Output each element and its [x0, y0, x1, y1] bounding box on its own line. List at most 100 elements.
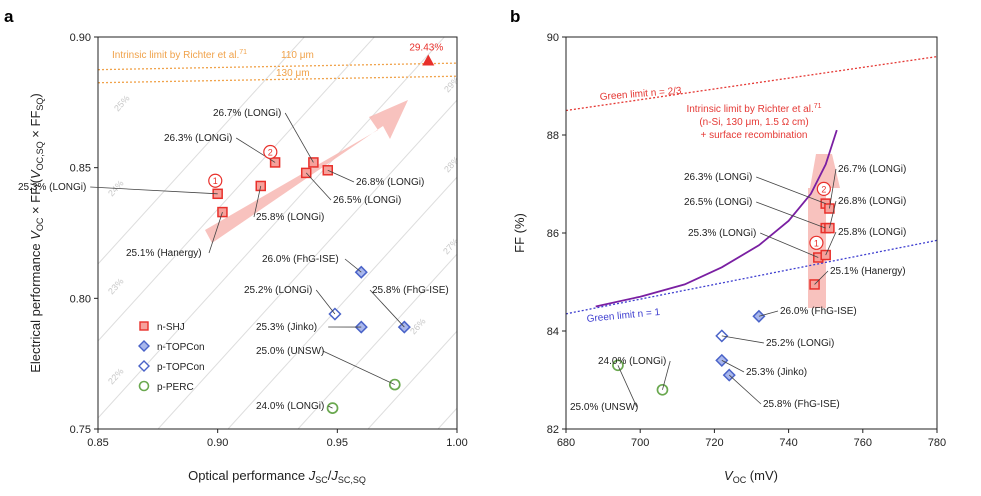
- iso-efficiency-lines: 22%23%24%25%26%27%28%29%: [98, 0, 908, 429]
- limit-point-label: 29.43%: [409, 43, 443, 54]
- point-label: 24.0% (LONGi): [598, 356, 666, 367]
- point-label: 26.7% (LONGi): [838, 164, 906, 175]
- x-tick-label-a: 1.00: [446, 437, 467, 449]
- legend-a: n-SHJ n-TOPCon p-TOPCon p-PERC: [138, 321, 205, 393]
- label-leader-line: [728, 374, 762, 405]
- y-tick-label-b: 84: [547, 326, 559, 338]
- label-leader-line: [253, 185, 262, 218]
- circled-marker: [208, 173, 223, 188]
- label-leader-line: [327, 169, 355, 183]
- limit-point-triangle: [422, 54, 435, 66]
- point-label: 26.0% (FhG-ISE): [262, 254, 339, 265]
- intrinsic-curve-label-line3: + surface recombination: [700, 130, 807, 141]
- iso-efficiency-label: 29%: [442, 74, 461, 94]
- iso-efficiency-label: 22%: [106, 366, 125, 386]
- intrinsic-curve-label-line1: Intrinsic limit by Richter et al.71: [686, 103, 821, 115]
- iso-efficiency-label: 28%: [442, 154, 461, 174]
- intrinsic-limit-curve: [595, 129, 838, 308]
- legend-label-n-shj: n-SHJ: [157, 322, 185, 333]
- x-tick-label-a: 0.90: [207, 437, 228, 449]
- iso-efficiency-line: [508, 0, 908, 429]
- point-label: 25.0% (UNSW): [570, 402, 638, 413]
- y-axis-label-b: FF (%): [512, 213, 527, 253]
- x-tick-label-b: 780: [928, 437, 946, 449]
- legend-circle-marker: [138, 380, 150, 392]
- x-tick-label-b: 700: [631, 437, 649, 449]
- circled-marker-number: 2: [268, 147, 273, 157]
- intrinsic-130-label: 130 μm: [276, 68, 310, 79]
- y-tick-label-b: 90: [547, 32, 559, 44]
- label-leader-line: [208, 211, 223, 254]
- point-labels-a: 29.43% 25.3% (LONGi) 25.1% (Hanergy) 25.8% …: [18, 43, 449, 412]
- point-label: 26.5% (LONGi): [684, 197, 752, 208]
- point-label: 25.3% (LONGi): [18, 182, 86, 193]
- green-limit-bottom-line: [566, 239, 937, 315]
- circled-marker: [263, 144, 278, 160]
- point-label: 25.2% (LONGi): [244, 285, 312, 296]
- point-label: 26.5% (LONGi): [333, 195, 401, 206]
- label-leader-line: [344, 258, 362, 273]
- x-tick-label-b: 740: [779, 437, 797, 449]
- point-label: 26.3% (LONGi): [164, 133, 232, 144]
- y-tick-label-b: 86: [547, 228, 559, 240]
- point-label: 25.3% (Jinko): [746, 367, 807, 378]
- y-tick-label-a: 0.90: [70, 32, 91, 44]
- point-label: 26.8% (LONGi): [838, 196, 906, 207]
- x-axis-label-b: VOC (mV): [724, 468, 778, 485]
- point-label: 25.0% (UNSW): [256, 346, 324, 357]
- x-tick-label-a: 0.95: [327, 437, 348, 449]
- point-label: 25.2% (LONGi): [766, 338, 834, 349]
- limit-lines-b: [566, 55, 937, 315]
- label-leader-line: [760, 232, 819, 258]
- legend-diamond-marker: [138, 340, 150, 352]
- intrinsic-curve-label: Intrinsic limit by Richter et al.71 (n-S…: [686, 103, 821, 141]
- legend-label-n-topcon: n-TOPCon: [157, 342, 205, 353]
- intrinsic-limit-lines: [98, 54, 457, 84]
- label-leader-line: [322, 350, 395, 385]
- point-label: 26.8% (LONGi): [356, 177, 424, 188]
- label-leader-line: [829, 168, 837, 209]
- label-leader-line: [369, 289, 405, 328]
- x-tick-label-b: 680: [557, 437, 575, 449]
- iso-efficiency-line: [227, 176, 457, 429]
- panel-b-label: b: [510, 7, 520, 26]
- label-leader-line: [305, 172, 332, 201]
- x-axis-label-a: Optical performance JSC/JSC,SQ: [188, 468, 366, 485]
- label-leader-line: [721, 360, 745, 373]
- y-axis-label-a: Electrical performance VOC × FF/(VOC,SQ …: [28, 93, 45, 373]
- label-leader-line: [315, 289, 336, 315]
- intrinsic-110-label: 110 μm: [281, 50, 314, 61]
- point-label: 25.1% (Hanergy): [830, 266, 906, 277]
- label-leader-line: [284, 112, 314, 163]
- green-limit-top-line: [566, 55, 937, 112]
- green-limit-bottom-label: Green limit n = 1: [586, 307, 661, 325]
- iso-efficiency-label: 23%: [106, 276, 125, 296]
- panel-b: b 680 700 720 740 760 780 82 84 86 88 90 25.3% (LO…: [510, 7, 946, 485]
- iso-efficiency-line: [297, 253, 457, 429]
- y-tick-label-a: 0.80: [70, 293, 91, 305]
- intrinsic-curve-label-line2: (n-Si, 130 μm, 1.5 Ω cm): [699, 117, 808, 128]
- circled-marker-number: 2: [821, 184, 826, 194]
- label-leader-line: [721, 335, 765, 344]
- iso-efficiency-label: 25%: [112, 93, 131, 113]
- label-leader-line: [328, 405, 333, 409]
- point-label: 25.3% (Jinko): [256, 322, 317, 333]
- point-label: 26.0% (FhG-ISE): [780, 306, 857, 317]
- point-label: 25.8% (FhG-ISE): [763, 399, 840, 410]
- label-leader-line: [617, 365, 638, 408]
- point-label: 25.8% (FhG-ISE): [372, 285, 449, 296]
- label-leader-line: [662, 360, 671, 390]
- label-leader-line: [825, 231, 837, 256]
- legend-diamond-open-marker: [138, 360, 150, 372]
- y-tick-label-b: 82: [547, 424, 559, 436]
- legend-label-p-topcon: p-TOPCon: [157, 362, 205, 373]
- point-label: 25.8% (LONGi): [838, 227, 906, 238]
- label-leader-line: [756, 201, 826, 229]
- panel-a-label: a: [4, 7, 14, 26]
- label-leader-line: [90, 186, 218, 195]
- intrinsic-limit-label: Intrinsic limit by Richter et al.71: [112, 49, 247, 61]
- panel-a: a 22%23%24%25%26%27%28%29% 0.85 0.90 0.95 1…: [4, 0, 908, 485]
- y-tick-label-a: 0.85: [70, 163, 91, 175]
- point-label: 25.8% (LONGi): [256, 212, 324, 223]
